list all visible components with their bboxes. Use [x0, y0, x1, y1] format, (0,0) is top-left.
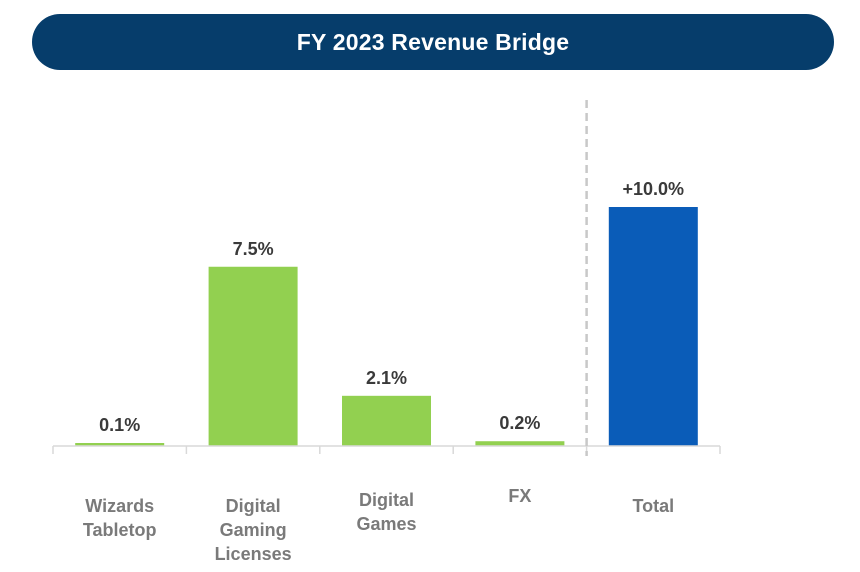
chart-title-bar: FY 2023 Revenue Bridge [32, 14, 834, 70]
bars-layer [75, 207, 698, 446]
chart-title: FY 2023 Revenue Bridge [296, 28, 570, 55]
bar-digital-gaming-licenses [208, 266, 298, 446]
category-label: Games [356, 514, 416, 534]
bar-wizards-tabletop [75, 443, 165, 446]
axis-layer [52, 100, 721, 456]
value-label: +10.0% [623, 179, 685, 199]
labels-layer: 0.1% Wizards Tabletop 7.5% Digital Gaming Lice… [83, 179, 684, 564]
category-label: Digital [226, 496, 281, 516]
category-label: Digital [359, 490, 414, 510]
bar-digital-games [342, 395, 431, 446]
value-label: 7.5% [233, 239, 274, 259]
bar-total [608, 207, 698, 446]
category-label: Licenses [215, 544, 292, 564]
category-label: Gaming [220, 520, 287, 540]
value-label: 2.1% [366, 368, 407, 388]
value-label: 0.1% [99, 415, 140, 435]
category-label: Total [632, 496, 674, 516]
category-label: FX [508, 486, 531, 506]
category-label: Tabletop [83, 520, 157, 540]
category-label: Wizards [85, 496, 154, 516]
bar-fx [475, 441, 565, 446]
value-label: 0.2% [499, 413, 540, 433]
